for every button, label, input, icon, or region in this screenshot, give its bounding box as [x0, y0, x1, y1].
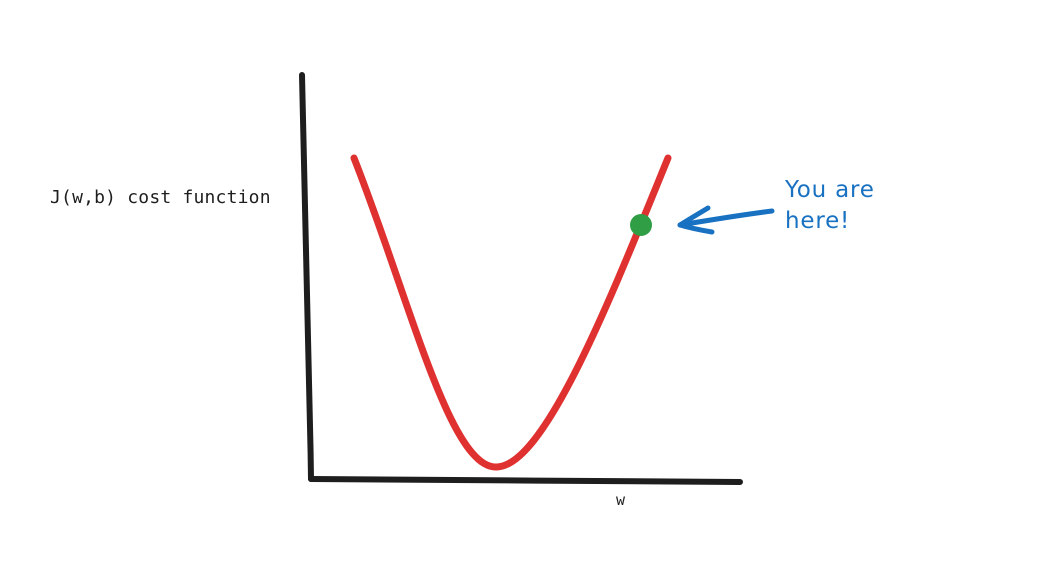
x-axis-label: w: [616, 491, 626, 509]
current-position-marker: [630, 214, 652, 236]
pointer-arrow-icon: [677, 205, 775, 235]
x-axis-line: [308, 476, 743, 485]
annotation-line: You are: [785, 177, 875, 203]
cost-curve: [350, 154, 672, 471]
y-axis-line: [299, 72, 314, 482]
annotation-line: here!: [785, 208, 851, 234]
y-axis-label: J(w,b) cost function: [50, 187, 271, 208]
annotation-text: You are here!: [785, 175, 875, 237]
